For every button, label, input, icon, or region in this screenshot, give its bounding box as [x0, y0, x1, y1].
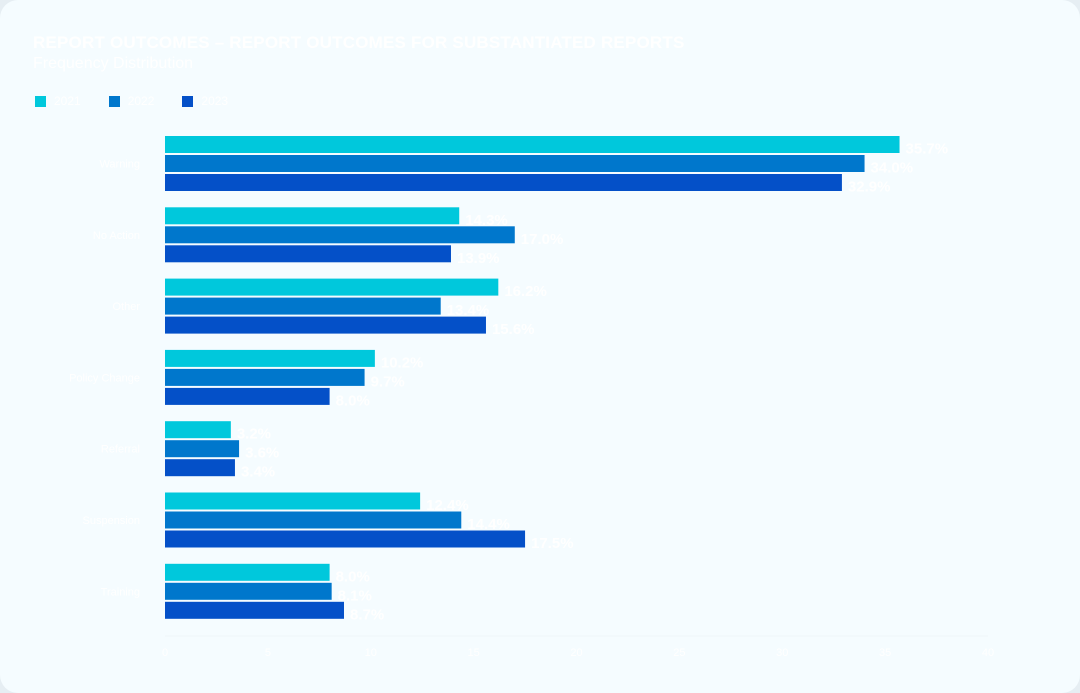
chart-title: REPORT OUTCOMES – REPORT OUTCOMES FOR SU…: [33, 33, 685, 52]
category-label: Policy Change: [69, 372, 140, 384]
bar-2023[interactable]: [165, 530, 526, 548]
bar-2023[interactable]: [165, 174, 842, 191]
legend-swatch-2022: [108, 95, 120, 107]
data-label: 8.0%: [336, 568, 370, 585]
legend-item-2021[interactable]: 2021: [35, 94, 81, 108]
x-tick-label: 5: [265, 647, 271, 659]
data-label: 3.4%: [241, 464, 275, 481]
x-tick-label: 0: [162, 647, 168, 659]
bar-2021[interactable]: [165, 421, 231, 439]
x-tick-label: 35: [879, 647, 891, 659]
bar-2023[interactable]: [165, 459, 235, 477]
category-label: Warning: [99, 159, 140, 171]
category-label: Other: [112, 301, 140, 313]
data-label: 13.4%: [447, 302, 490, 319]
data-label: 35.7%: [906, 141, 949, 158]
x-tick-label: 10: [365, 647, 377, 659]
data-label: 8.7%: [350, 606, 384, 623]
legend-label-2021: 2021: [54, 94, 81, 108]
x-tick-label: 30: [776, 647, 788, 659]
bar-2023[interactable]: [165, 316, 486, 334]
data-label: 10.2%: [381, 354, 424, 371]
x-tick-label: 15: [468, 647, 480, 659]
x-tick-label: 25: [673, 647, 685, 659]
bar-2021[interactable]: [165, 278, 499, 296]
data-label: 17.5%: [531, 535, 574, 552]
bar-2022[interactable]: [165, 297, 441, 315]
data-label: 15.6%: [492, 321, 535, 338]
data-label: 32.9%: [848, 179, 891, 196]
data-label: 9.7%: [371, 373, 405, 390]
data-label: 16.2%: [504, 283, 547, 300]
bar-2022[interactable]: [165, 155, 865, 172]
category-label: Suspension: [83, 515, 141, 527]
data-label: 3.2%: [237, 426, 271, 443]
legend-label-2022: 2022: [127, 94, 155, 108]
legend-item-2022[interactable]: 2022: [108, 94, 155, 108]
data-label: 13.9%: [457, 250, 500, 267]
legend-label-2023: 2023: [201, 94, 229, 108]
data-label: 14.4%: [467, 516, 510, 533]
data-label: 12.4%: [426, 497, 469, 514]
bar-2022[interactable]: [165, 511, 462, 529]
data-label: 14.3%: [465, 212, 508, 229]
bar-2023[interactable]: [165, 387, 330, 405]
data-label: 34.0%: [871, 160, 914, 177]
bar-2023[interactable]: [165, 601, 345, 619]
bar-2021[interactable]: [165, 492, 421, 510]
x-tick-label: 40: [982, 647, 994, 659]
legend-swatch-2021: [35, 95, 46, 107]
category-label: Referral: [101, 444, 140, 456]
chart-subtitle: Frequency Distribution: [33, 55, 194, 72]
data-label: 17.0%: [521, 231, 564, 248]
bar-2022[interactable]: [165, 368, 365, 386]
data-label: 8.1%: [338, 587, 372, 604]
bar-2022[interactable]: [165, 226, 515, 244]
bar-2021[interactable]: [165, 207, 460, 225]
bar-2021[interactable]: [165, 136, 900, 153]
bar-2021[interactable]: [165, 563, 330, 581]
legend: 2021 2022 2023: [35, 94, 256, 108]
data-label: 3.6%: [245, 445, 279, 462]
legend-swatch-2023: [182, 95, 194, 107]
category-label: No Action: [93, 230, 140, 242]
data-label: 8.0%: [336, 392, 370, 409]
category-label: Training: [101, 586, 140, 598]
legend-item-2023[interactable]: 2023: [182, 94, 228, 108]
bar-2023[interactable]: [165, 245, 451, 263]
bar-2022[interactable]: [165, 440, 240, 458]
bar-2021[interactable]: [165, 349, 375, 367]
x-tick-label: 20: [570, 647, 582, 659]
bar-2022[interactable]: [165, 582, 332, 600]
